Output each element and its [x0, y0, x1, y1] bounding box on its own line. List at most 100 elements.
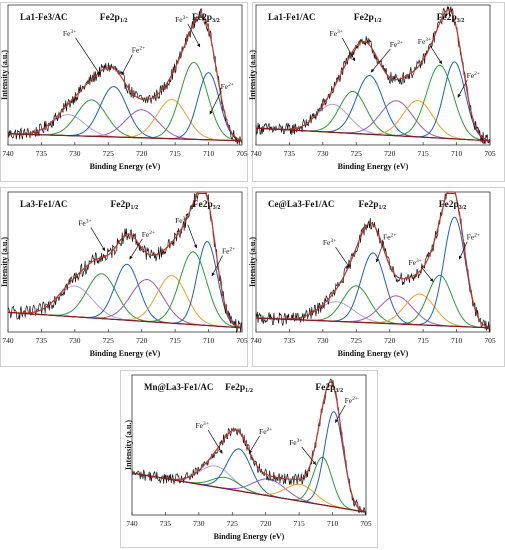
- oxidation-state-label: Fe3+: [78, 219, 91, 228]
- y-axis-label: Intensity (a.u.): [248, 237, 257, 287]
- background-line: [255, 317, 491, 329]
- oxidation-state-label: Fe2+: [142, 230, 155, 239]
- annotation-arrow: [458, 241, 468, 260]
- x-tick-label: 705: [484, 336, 496, 345]
- x-tick-label: 740: [2, 336, 14, 345]
- x-tick-label: 735: [160, 519, 172, 528]
- oxidation-state-label: Fe3+: [418, 37, 431, 46]
- oxidation-state-label: Fe2+: [345, 396, 358, 405]
- xps-panel-1: 740 735 730 725 720 715 710 705 Binding Energy (…: [0, 2, 248, 182]
- x-axis-label: Binding Energy (eV): [90, 349, 161, 358]
- y-axis-label: Intensity (a.u.): [0, 237, 9, 287]
- oxidation-state-label: Fe2+: [467, 233, 480, 242]
- x-tick-label: 740: [250, 149, 262, 158]
- plot-area: [255, 4, 491, 146]
- x-tick-label: 720: [260, 519, 272, 528]
- oxidation-state-label: Fe3+: [175, 15, 188, 24]
- oxidation-state-label: Fe3+: [323, 238, 336, 247]
- x-tick-label: 710: [451, 336, 463, 345]
- annotation-arrow: [334, 404, 346, 423]
- oxidation-state-label: Fe3+: [408, 258, 421, 267]
- oxidation-state-label: Fe2+: [132, 46, 145, 55]
- y-axis-label: Intensity (a.u.): [0, 50, 9, 100]
- x-tick-label: 735: [36, 149, 48, 158]
- x-tick-label: 715: [294, 519, 306, 528]
- raw-spectrum: [7, 8, 243, 145]
- x-tick-label: 715: [418, 149, 430, 158]
- oxidation-state-label: Fe2+: [259, 427, 272, 436]
- panel-title: Mn@La3-Fe1/AC: [144, 382, 213, 392]
- x-tick-label: 720: [136, 149, 148, 158]
- annotation-arrow: [90, 227, 106, 252]
- x-axis-label: Binding Energy (eV): [214, 532, 285, 541]
- x-tick-label: 705: [236, 336, 248, 345]
- annotation-arrow: [207, 430, 223, 454]
- x-tick-label: 710: [203, 336, 215, 345]
- annotation-arrow: [121, 54, 133, 76]
- background-line: [7, 311, 243, 329]
- x-tick-label: 730: [69, 336, 81, 345]
- peak-label: Fe2p3/2: [193, 200, 221, 211]
- xps-panel-3: 740 735 730 725 720 715 710 705 Binding Energy (…: [0, 187, 248, 367]
- x-tick-label: 735: [284, 149, 296, 158]
- plot-area: [131, 374, 367, 516]
- x-tick-label: 725: [351, 336, 363, 345]
- annotation-arrow: [211, 255, 223, 277]
- panel-frame: [0, 2, 248, 182]
- annotation-arrow: [248, 435, 261, 454]
- annotation-arrow: [375, 241, 385, 263]
- x-axis-label: Binding Energy (eV): [338, 162, 409, 171]
- x-tick-label: 715: [418, 336, 430, 345]
- y-axis-label: Intensity (a.u.): [124, 420, 133, 470]
- x-tick-label: 715: [170, 149, 182, 158]
- plot-area: [7, 4, 243, 146]
- xps-panel-2: 740 735 730 725 720 715 710 705 Binding Energy (…: [248, 2, 505, 182]
- oxidation-state-label: Fe2+: [467, 71, 480, 80]
- xps-panel-5: 740 735 730 725 720 715 710 705 Binding Energy (…: [120, 370, 378, 548]
- x-tick-label: 710: [203, 149, 215, 158]
- raw-spectrum: [7, 193, 243, 334]
- annotation-arrow: [187, 224, 198, 249]
- x-tick-label: 720: [384, 149, 396, 158]
- envelope-fit: [7, 191, 243, 329]
- background-line: [7, 133, 243, 142]
- annotation-arrow: [457, 79, 468, 98]
- x-tick-label: 705: [360, 519, 372, 528]
- x-tick-label: 735: [36, 336, 48, 345]
- panel-title: La1-Fe1/AC: [268, 12, 316, 22]
- peak-label: Fe2p1/2: [354, 13, 382, 24]
- peak-label: Fe2p3/2: [315, 383, 343, 394]
- oxidation-state-label: Fe3+: [175, 216, 188, 225]
- x-tick-label: 705: [236, 149, 248, 158]
- panel-title: La1-Fe3/AC: [20, 12, 68, 22]
- peak-label: Fe2p3/2: [192, 13, 220, 24]
- background-line: [255, 127, 491, 142]
- x-tick-label: 730: [193, 519, 205, 528]
- x-tick-label: 710: [451, 149, 463, 158]
- annotation-arrow: [75, 37, 101, 76]
- annotation-arrow: [370, 48, 391, 73]
- x-tick-label: 740: [250, 336, 262, 345]
- annotation-arrow: [301, 446, 317, 465]
- x-axis-label: Binding Energy (eV): [90, 162, 161, 171]
- annotation-arrow: [341, 37, 356, 62]
- x-tick-label: 720: [384, 336, 396, 345]
- y-axis-label: Intensity (a.u.): [248, 50, 257, 100]
- annotation-arrow: [420, 266, 434, 282]
- envelope-fit: [255, 191, 491, 328]
- oxidation-state-label: Fe2+: [383, 233, 396, 242]
- x-tick-label: 730: [317, 149, 329, 158]
- oxidation-state-label: Fe3+: [330, 29, 343, 38]
- x-tick-label: 730: [317, 336, 329, 345]
- oxidation-state-label: Fe3+: [289, 438, 302, 447]
- x-tick-label: 705: [484, 149, 496, 158]
- panel-title: La3-Fe1/AC: [20, 199, 68, 209]
- x-tick-label: 720: [136, 336, 148, 345]
- envelope-fit: [7, 14, 243, 141]
- background-line: [131, 472, 367, 513]
- peak-label: Fe2p3/2: [437, 13, 465, 24]
- peak-label: Fe2p1/2: [225, 383, 253, 394]
- peak-label: Fe2p1/2: [100, 13, 128, 24]
- x-tick-label: 725: [227, 519, 239, 528]
